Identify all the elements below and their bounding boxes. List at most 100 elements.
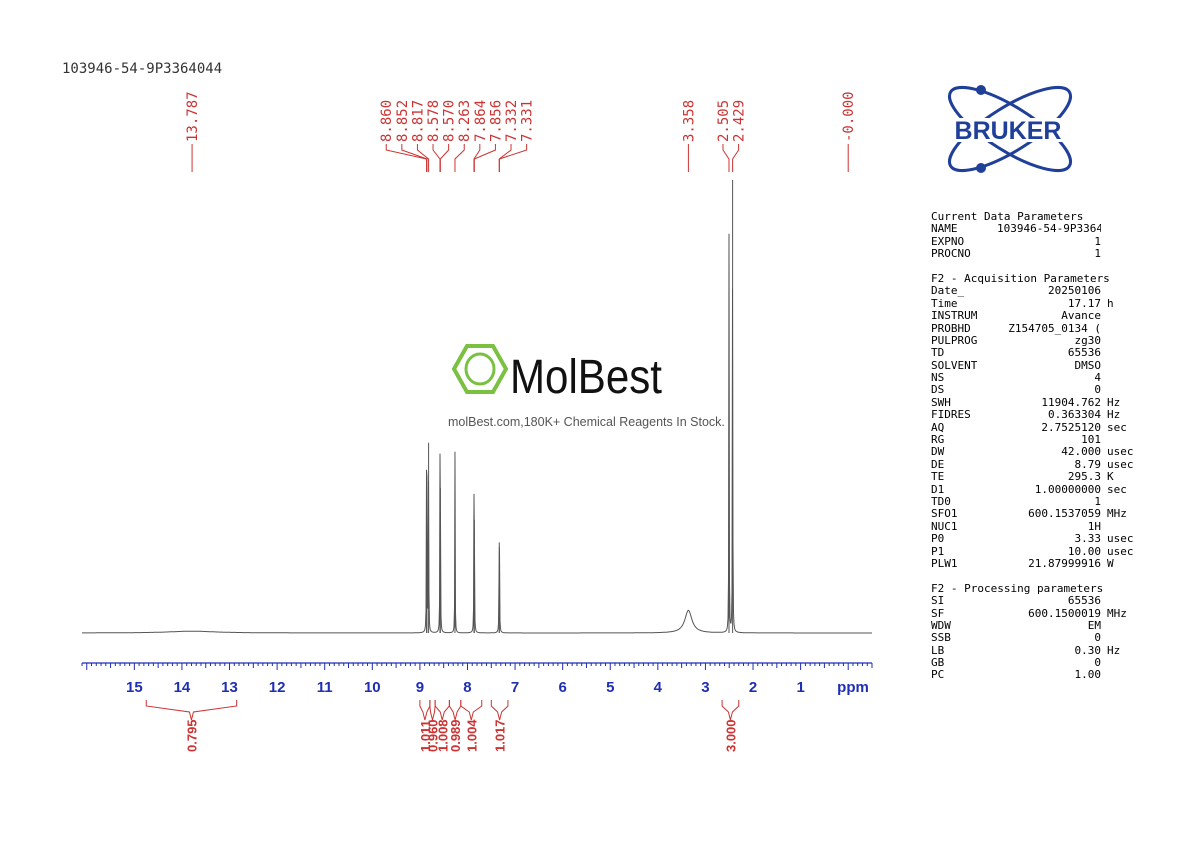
param-value: 0.30: [1074, 644, 1102, 657]
x-tick-label: 8: [463, 679, 471, 696]
peak-label: 2.429: [732, 100, 748, 142]
param-row: RG 101: [931, 434, 1141, 446]
peak-label: 8.860: [379, 100, 395, 142]
param-unit: [1101, 496, 1141, 508]
molbest-watermark: MolBest molBest.com,180K+ Chemical Reage…: [448, 344, 725, 429]
param-name: FIDRES: [931, 409, 971, 422]
peak-label-leader: [732, 144, 740, 172]
param-value: zg30: [1074, 334, 1102, 347]
param-value: 21.87999916: [1028, 557, 1101, 570]
param-name: PC: [931, 669, 945, 682]
peak-label-leader: [385, 144, 428, 172]
peak-label-leader: [439, 144, 450, 172]
param-row: Time 17.17 h: [931, 298, 1141, 310]
param-unit: [1101, 669, 1141, 681]
peak-label-leader: [498, 144, 528, 172]
x-axis-label: ppm: [837, 679, 869, 696]
param-unit: MHz: [1107, 607, 1127, 620]
param-name: RG: [931, 434, 945, 447]
param-row: P1 10.00 usec: [931, 546, 1141, 558]
integral-value: 3.000: [723, 719, 738, 752]
param-value: 8.79: [1074, 458, 1102, 471]
param-name: SI: [931, 595, 945, 608]
integral-bracket: [448, 700, 462, 721]
param-name: PROBHD: [931, 322, 971, 335]
peak-label: 8.578: [426, 100, 442, 142]
param-row: INSTRUM Avance: [931, 310, 1141, 322]
param-row: NAME 103946-54-9P3364044: [931, 223, 1141, 235]
param-value: 65536: [1067, 347, 1101, 360]
integral-value: 0.989: [448, 719, 463, 752]
param-value: 1: [1094, 248, 1101, 261]
x-tick-label: 15: [126, 679, 143, 696]
param-unit: h: [1107, 297, 1114, 310]
param-value: 11904.762: [1041, 396, 1101, 409]
integral-bracket: [429, 700, 436, 721]
integral-value: 1.008: [435, 719, 450, 752]
param-row: PLW1 21.87999916 W: [931, 558, 1141, 570]
peak-label-leader: [432, 144, 441, 172]
peak-label: 8.817: [410, 100, 426, 142]
param-name: Date_: [931, 285, 965, 298]
param-unit: Hz: [1107, 396, 1121, 409]
param-unit: [1101, 335, 1141, 347]
x-tick-label: 1: [796, 679, 804, 696]
param-unit: [1101, 434, 1141, 446]
param-value: 1: [1094, 495, 1101, 508]
param-value: 10.00: [1067, 545, 1101, 558]
param-value: 4: [1094, 372, 1101, 385]
param-row: TD 65536: [931, 347, 1141, 359]
param-value: 20250106: [1048, 285, 1101, 298]
param-value: 1: [1094, 235, 1101, 248]
peak-label: 7.331: [520, 100, 536, 142]
param-unit: [1101, 360, 1141, 372]
peak-label: 3.358: [681, 100, 697, 142]
param-value: Avance: [1061, 310, 1101, 323]
param-name: P0: [931, 533, 945, 546]
param-unit: usec: [1107, 446, 1134, 459]
param-row: AQ 2.7525120 sec: [931, 422, 1141, 434]
molbest-tagline: molBest.com,180K+ Chemical Reagents In S…: [448, 415, 725, 429]
x-tick-label: 5: [606, 679, 614, 696]
x-tick-label: 14: [174, 679, 191, 696]
param-name: DS: [931, 384, 945, 397]
param-row: NS 4: [931, 372, 1141, 384]
param-row: TD0 1: [931, 496, 1141, 508]
bruker-wordmark: BRUKER: [955, 117, 1062, 145]
param-row: DS 0: [931, 384, 1141, 396]
param-unit: W: [1107, 557, 1114, 570]
param-row: DE 8.79 usec: [931, 459, 1141, 471]
x-tick-label: 6: [558, 679, 566, 696]
param-value: 0: [1094, 632, 1101, 645]
param-unit: usec: [1107, 458, 1134, 471]
param-value: 2.7525120: [1041, 421, 1101, 434]
param-unit: [1101, 347, 1141, 359]
param-row: Date_ 20250106: [931, 285, 1141, 297]
x-tick-label: 7: [511, 679, 519, 696]
param-name: SOLVENT: [931, 359, 978, 372]
param-unit: Hz: [1107, 409, 1121, 422]
param-row: DW 42.000 usec: [931, 446, 1141, 458]
param-row: SI 65536: [931, 595, 1141, 607]
param-unit: [1101, 657, 1141, 669]
param-value: EM: [1087, 619, 1101, 632]
param-value: 295.3: [1067, 471, 1101, 484]
peak-label-leader: [454, 144, 465, 172]
param-unit: MHz: [1107, 508, 1127, 521]
peak-label: -0.000: [841, 91, 857, 142]
param-value: 1.00: [1074, 669, 1102, 682]
param-name: DE: [931, 458, 945, 471]
param-unit: [1101, 595, 1141, 607]
param-value: 42.000: [1061, 446, 1101, 459]
peak-label: 7.332: [504, 100, 520, 142]
param-name: TE: [931, 471, 945, 484]
param-row: SOLVENT DMSO: [931, 360, 1141, 372]
peak-label-leader: [416, 144, 430, 172]
param-row: PC 1.00: [931, 669, 1141, 681]
param-name: INSTRUM: [931, 310, 978, 323]
integral-value: 1.011: [418, 720, 433, 752]
integral-value: 0.795: [184, 719, 199, 752]
integral-bracket: [419, 700, 431, 721]
param-row: GB 0: [931, 657, 1141, 669]
x-tick-label: 9: [416, 679, 424, 696]
